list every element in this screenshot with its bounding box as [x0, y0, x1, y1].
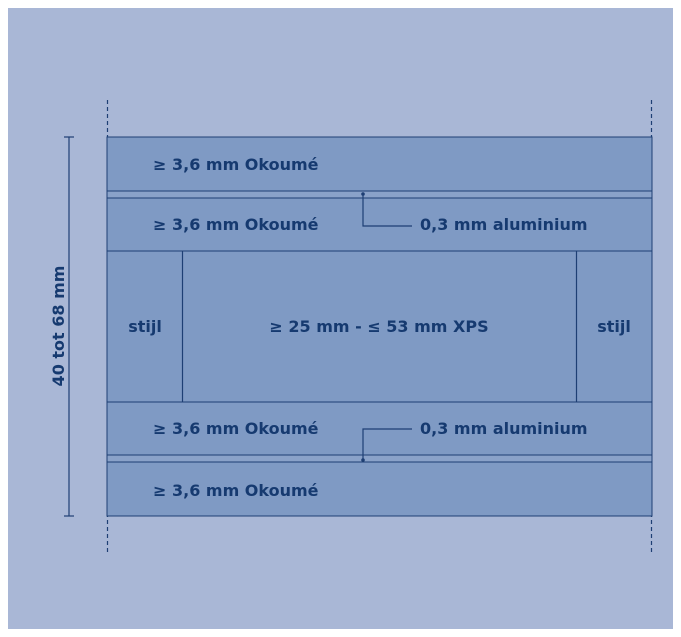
layer-bottom-outer-label: ≥ 3,6 mm Okoumé [153, 481, 319, 500]
top-aluminium-leader [361, 192, 412, 227]
layer-bottom-aluminium [106, 454, 653, 463]
layer-top-outer [106, 136, 653, 192]
dimension-indicator: 40 tot 68 mm [49, 136, 74, 517]
dimension-label: 40 tot 68 mm [49, 266, 68, 387]
bottom-aluminium-label: 0,3 mm aluminium [420, 419, 588, 438]
bottom-aluminium-leader [361, 428, 412, 462]
layer-top-inner-label: ≥ 3,6 mm Okoumé [153, 215, 319, 234]
layer-top-outer-label: ≥ 3,6 mm Okoumé [153, 155, 319, 174]
diagram-canvas: 40 tot 68 mm ≥ 3,6 mm Okoumé ≥ 3,6 mm Ok… [8, 8, 673, 629]
layer-bottom-outer [106, 461, 653, 517]
core-left-stile-label: stijl [128, 317, 162, 336]
core-center-label: ≥ 25 mm - ≤ 53 mm XPS [269, 317, 488, 336]
layer-bottom-inner-label: ≥ 3,6 mm Okoumé [153, 419, 319, 438]
layer-top-aluminium [106, 190, 653, 199]
top-aluminium-label: 0,3 mm aluminium [420, 215, 588, 234]
core-right-stile-label: stijl [597, 317, 631, 336]
